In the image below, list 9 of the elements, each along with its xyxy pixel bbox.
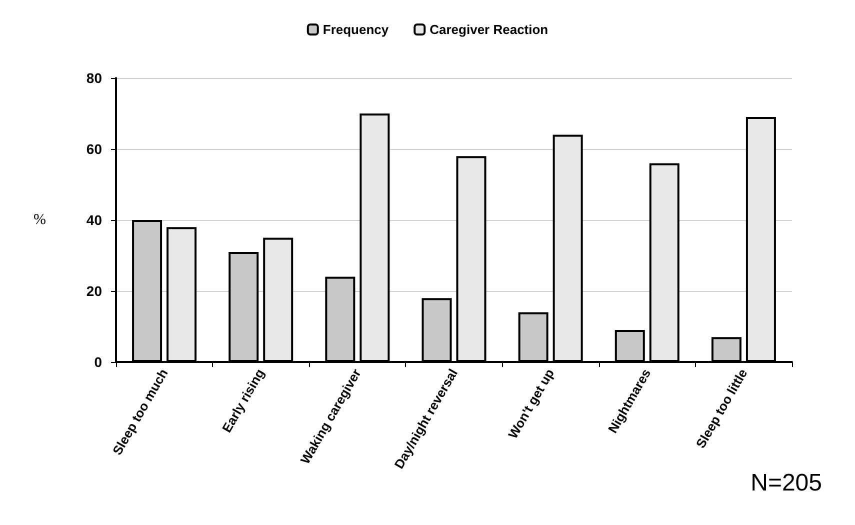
text: N=205 bbox=[750, 470, 822, 496]
y-axis-title: % bbox=[34, 212, 46, 228]
legend-label: Frequency bbox=[322, 22, 390, 37]
y-tick-label: 20 bbox=[86, 283, 102, 299]
legend-label: Caregiver Reaction bbox=[430, 22, 548, 37]
y-tick-label: 80 bbox=[86, 70, 102, 86]
y-tick-label: 0 bbox=[94, 354, 102, 370]
y-tick-label: 60 bbox=[86, 141, 102, 157]
y-tick-label: 40 bbox=[86, 212, 102, 228]
